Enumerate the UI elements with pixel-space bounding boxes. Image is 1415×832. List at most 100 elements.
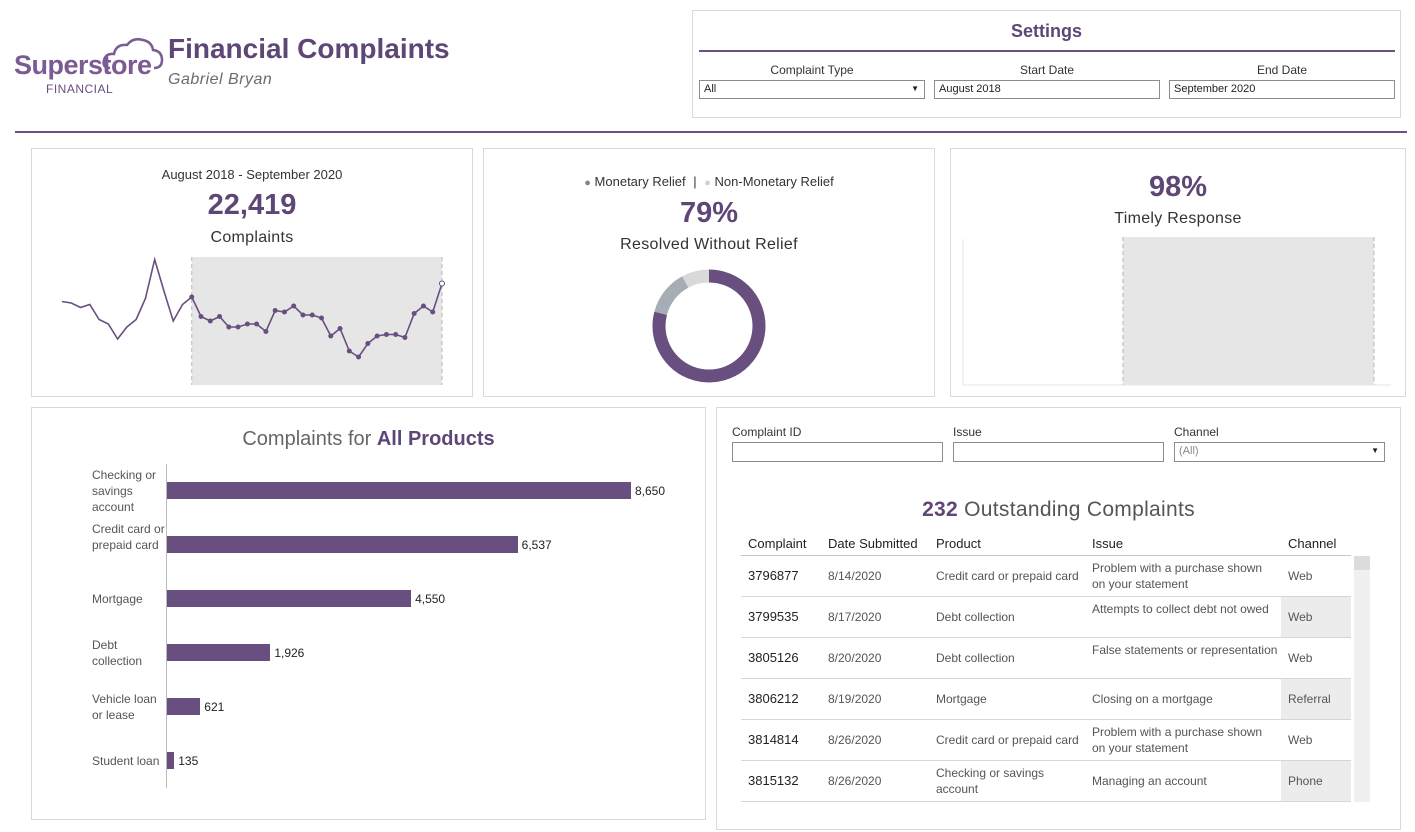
page-title: Financial Complaints: [168, 33, 450, 64]
settings-panel: Settings Complaint Type All Start Date A…: [692, 10, 1401, 118]
issue-cell: Problem with a purchase shown on your st…: [1092, 725, 1263, 755]
table-row[interactable]: 3806212 8/19/2020 Mortgage Closing on a …: [741, 679, 1351, 720]
data-point: [300, 312, 306, 318]
issue-cell: False statements or representation: [1092, 643, 1278, 657]
column-header-product[interactable]: Product: [936, 536, 981, 551]
scrollbar-thumb[interactable]: [1354, 556, 1370, 570]
table-row[interactable]: 3815132 8/26/2020 Checking or savings ac…: [741, 761, 1351, 802]
data-point: [272, 308, 278, 313]
data-point: [383, 332, 389, 337]
column-header-channel[interactable]: Channel: [1288, 536, 1337, 551]
header-divider: [15, 131, 1407, 133]
data-point: [244, 321, 250, 327]
bar[interactable]: [167, 644, 271, 661]
monetary-legend-dot: ●: [584, 177, 591, 189]
settings-title: Settings: [1010, 21, 1082, 41]
category-label: Checking or savings account: [92, 468, 157, 514]
table-row[interactable]: 3805126 8/20/2020 Debt collection False …: [741, 638, 1351, 679]
cloud-icon: [102, 37, 164, 70]
category-label: Debt collection: [92, 638, 143, 668]
product-cell: Credit card or prepaid card: [936, 733, 1079, 747]
issue-filter-input[interactable]: [953, 442, 1164, 462]
products-title-prefix: Complaints for: [242, 428, 372, 450]
channel-cell: Phone: [1288, 774, 1323, 788]
channel-cell-bg: [1281, 720, 1351, 760]
data-point: [207, 318, 213, 324]
channel-cell-bg: [1281, 638, 1351, 678]
bar[interactable]: [167, 482, 631, 499]
table-row[interactable]: 3796877 8/14/2020 Credit card or prepaid…: [741, 556, 1351, 597]
data-point: [254, 321, 260, 327]
data-point: [411, 311, 417, 316]
complaints-trend-chart: [61, 256, 445, 385]
column-header-complaint[interactable]: Complaint: [748, 536, 807, 551]
superstore-logo: Superstore FINANCIAL: [14, 36, 164, 96]
bar[interactable]: [167, 752, 175, 769]
product-cell: Mortgage: [936, 692, 987, 706]
data-point: [309, 312, 315, 318]
complaint-id-cell: 3799535: [748, 609, 799, 624]
legend-separator: |: [693, 174, 697, 189]
data-point: [189, 294, 195, 300]
channel-filter-select[interactable]: (All): [1174, 442, 1385, 462]
category-label: Vehicle loan or lease: [92, 692, 157, 722]
donut-slice: [652, 269, 766, 383]
bar[interactable]: [167, 590, 412, 607]
start-date-label: Start Date: [1019, 63, 1075, 77]
data-point: [226, 324, 232, 330]
complaint-id-cell: 3805126: [748, 650, 799, 665]
date-cell: 8/19/2020: [828, 692, 882, 706]
date-cell: 8/17/2020: [828, 610, 882, 624]
issue-filter-label: Issue: [953, 425, 982, 439]
logo-subtitle: FINANCIAL: [46, 82, 114, 96]
resolved-label: Resolved Without Relief: [620, 236, 798, 253]
end-date-input[interactable]: September 2020: [1169, 80, 1395, 99]
bar-value-label: 1,926: [274, 646, 305, 660]
data-point: [235, 324, 241, 330]
product-cell: Credit card or prepaid card: [936, 569, 1079, 583]
date-cell: 8/26/2020: [828, 774, 882, 788]
channel-cell: Web: [1288, 569, 1313, 583]
complaint-type-select[interactable]: All: [699, 80, 925, 99]
bar-value-label: 8,650: [635, 484, 666, 498]
nonmonetary-legend-label: Non-Monetary Relief: [714, 174, 834, 189]
date-cell: 8/20/2020: [828, 651, 882, 665]
logo-text: Superstore: [14, 50, 152, 80]
products-chart-title: Complaints for All Products: [32, 428, 705, 451]
complaint-id-cell: 3814814: [748, 732, 799, 747]
bar-axis-line: [166, 464, 167, 788]
complaints-label: Complaints: [210, 229, 294, 246]
column-header-issue[interactable]: Issue: [1092, 536, 1124, 551]
data-point: [337, 326, 343, 331]
complaint-id-filter-input[interactable]: [732, 442, 943, 462]
start-date-input[interactable]: August 2018: [934, 80, 1160, 99]
data-point: [365, 341, 371, 346]
channel-cell-bg: [1281, 761, 1351, 801]
table-header-divider: [741, 555, 1351, 556]
nonmonetary-legend-dot: ●: [704, 177, 711, 189]
products-chart-card: Complaints for All Products Checking or …: [31, 407, 706, 820]
table-row[interactable]: 3814814 8/26/2020 Credit card or prepaid…: [741, 720, 1351, 761]
issue-cell: Closing on a mortgage: [1092, 692, 1213, 706]
timely-percent: 98%: [1148, 171, 1208, 203]
data-point: [319, 315, 325, 321]
settings-divider: [699, 50, 1395, 52]
bar[interactable]: [167, 536, 518, 553]
table-row[interactable]: 3799535 8/17/2020 Debt collection Attemp…: [741, 597, 1351, 638]
monetary-legend-label: Monetary Relief: [594, 174, 686, 189]
bar-value-label: 621: [204, 700, 225, 714]
channel-cell: Referral: [1288, 692, 1331, 706]
date-cell: 8/14/2020: [828, 569, 882, 583]
relief-kpi-card: ● Monetary Relief | ● Non-Monetary Relie…: [483, 148, 935, 397]
category-label: Mortgage: [92, 592, 143, 606]
channel-cell-bg: [1281, 597, 1351, 637]
bar-value-label: 135: [178, 754, 199, 768]
data-point: [346, 348, 352, 354]
bar[interactable]: [167, 698, 201, 715]
table-scrollbar[interactable]: [1354, 556, 1370, 802]
product-cell: Checking or savings account: [936, 766, 1045, 796]
author-name: Gabriel Bryan: [168, 71, 273, 88]
complaint-type-label: Complaint Type: [770, 63, 854, 77]
channel-cell: Web: [1288, 733, 1313, 747]
column-header-date[interactable]: Date Submitted: [828, 536, 918, 551]
